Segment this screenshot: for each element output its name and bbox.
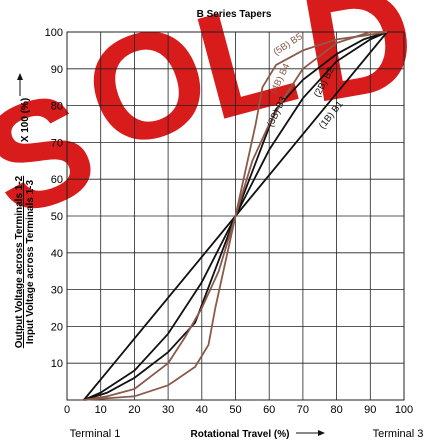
y-tick-label: 40 <box>51 248 63 260</box>
x-axis-arrowhead <box>318 430 325 436</box>
y-tick-label: 20 <box>51 321 63 333</box>
x-tick-label: 30 <box>162 404 174 416</box>
y-tick-label: 30 <box>51 285 63 297</box>
taper-curves <box>83 31 388 401</box>
x-start-label: Terminal 1 <box>70 428 121 440</box>
x-tick-label: 100 <box>395 404 413 416</box>
y-axis-label-suffix: X 100 (%) <box>20 98 31 142</box>
x-axis-label: Rotational Travel (%) <box>191 429 290 440</box>
x-tick-label: 50 <box>229 404 241 416</box>
x-tick-label: 70 <box>297 404 309 416</box>
x-end-label: Terminal 3 <box>373 428 424 440</box>
x-tick-label: 90 <box>364 404 376 416</box>
y-axis-label-denominator: Input Voltage across Terminals 1-3 <box>25 180 36 345</box>
y-tick-label: 90 <box>51 64 63 76</box>
x-tick-label: 60 <box>263 404 275 416</box>
y-tick-label: 60 <box>51 174 63 186</box>
chart-title: B Series Tapers <box>197 9 272 20</box>
y-tick-label: 100 <box>45 27 63 39</box>
y-axis-label-numerator: Output Voltage across Terminals 1-2 <box>14 175 25 348</box>
y-tick-label: 80 <box>51 101 63 113</box>
x-tick-label: 0 <box>64 404 70 416</box>
x-tick-label: 20 <box>128 404 140 416</box>
y-tick-label: 50 <box>51 211 63 223</box>
taper-curve <box>83 31 388 401</box>
x-tick-label: 80 <box>330 404 342 416</box>
y-tick-label: 10 <box>51 358 63 370</box>
y-axis-arrowhead <box>17 73 23 80</box>
y-tick-label: 70 <box>51 137 63 149</box>
x-tick-label: 10 <box>95 404 107 416</box>
x-tick-label: 40 <box>196 404 208 416</box>
axis-ticks: 0 10 20 30 40 50 60 70 80 90 100 10 20 30 40 50 60 70 80 90… <box>45 27 414 416</box>
